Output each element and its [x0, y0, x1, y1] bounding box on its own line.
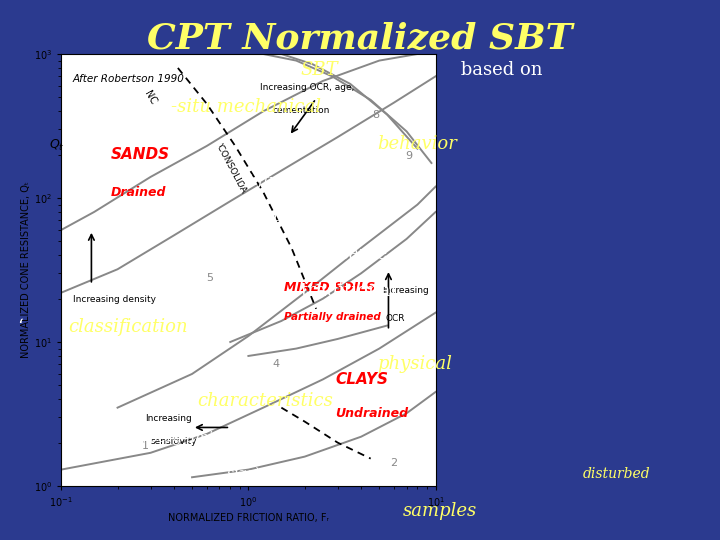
- Text: Increasing: Increasing: [382, 286, 429, 295]
- Text: OCR: OCR: [385, 314, 405, 323]
- Text: 4: 4: [272, 359, 279, 369]
- Text: size) on: size) on: [227, 467, 285, 481]
- Text: samples: samples: [403, 502, 477, 520]
- Text: disturbed: disturbed: [583, 467, 651, 481]
- Y-axis label: NORMALIZED CONE RESISTANCE, Qₜ: NORMALIZED CONE RESISTANCE, Qₜ: [21, 181, 31, 359]
- Text: 5: 5: [206, 273, 213, 282]
- Text: compressibility): compressibility): [266, 210, 379, 224]
- Text: 2: 2: [390, 458, 397, 468]
- Text: cementation: cementation: [273, 106, 330, 115]
- Text: Increasing density: Increasing density: [73, 295, 156, 304]
- Text: SANDS: SANDS: [111, 147, 171, 162]
- Text: 8: 8: [372, 110, 379, 119]
- Text: 'CONSOLIDA: 'CONSOLIDA: [213, 142, 247, 195]
- Text: CLAYS: CLAYS: [335, 372, 388, 387]
- Text: CPT Normalized SBT: CPT Normalized SBT: [148, 22, 572, 56]
- Text: Undrained: Undrained: [335, 407, 408, 420]
- Text: based on: based on: [454, 61, 548, 79]
- Text: 1: 1: [141, 441, 148, 451]
- Text: physical: physical: [377, 355, 452, 373]
- Text: SBT: SBT: [300, 61, 338, 79]
- Text: 9: 9: [405, 151, 413, 161]
- Text: behavior: behavior: [377, 134, 457, 153]
- Text: ‘: ‘: [17, 318, 22, 336]
- Text: NC: NC: [143, 89, 158, 106]
- Text: Drained: Drained: [111, 186, 167, 199]
- Text: Not same as: Not same as: [300, 245, 413, 263]
- Text: traditional: traditional: [300, 281, 396, 300]
- Text: classification: classification: [68, 318, 188, 336]
- Text: characteristics: characteristics: [197, 392, 333, 410]
- Text: Partially drained: Partially drained: [284, 312, 381, 322]
- Text: Increasing: Increasing: [145, 414, 192, 422]
- Text: MIXED SOILS: MIXED SOILS: [284, 281, 375, 294]
- Text: (strength, stiffness,: (strength, stiffness,: [168, 173, 305, 187]
- Text: Increasing OCR, age,: Increasing OCR, age,: [260, 83, 354, 92]
- Text: After Robertson 1990: After Robertson 1990: [73, 74, 184, 84]
- Text: CPT: CPT: [94, 61, 138, 79]
- X-axis label: NORMALIZED FRICTION RATIO, Fᵣ: NORMALIZED FRICTION RATIO, Fᵣ: [168, 513, 329, 523]
- Text: -situ mechanical: -situ mechanical: [171, 98, 321, 116]
- Text: $Q_t$: $Q_t$: [49, 138, 65, 153]
- Text: sensitivity: sensitivity: [150, 437, 197, 446]
- Text: (Atterberg limits, grain: (Atterberg limits, grain: [108, 430, 271, 444]
